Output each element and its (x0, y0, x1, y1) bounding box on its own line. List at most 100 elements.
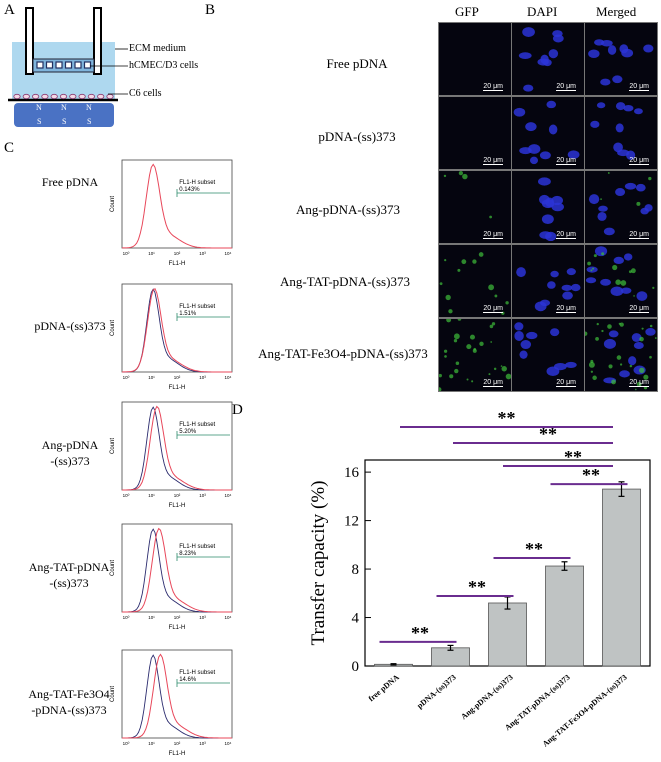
histogram-ylabel: Count (110, 196, 116, 212)
nucleus (551, 202, 564, 212)
gate-percent: 0.143% (179, 187, 200, 193)
gfp-signal (444, 259, 447, 262)
scale-bar: 20 μm (629, 305, 649, 313)
nucleus (541, 214, 554, 224)
gfp-signal (639, 367, 645, 374)
confocal-image: 20 μm (584, 170, 658, 244)
nucleus (615, 188, 626, 197)
histogram-tick-label: 10⁴ (225, 251, 232, 256)
gate-percent: 5.20% (179, 429, 197, 435)
gfp-signal (439, 373, 442, 378)
nucleus (600, 39, 613, 47)
gfp-signal (612, 264, 618, 271)
gate-percent: 14.6% (179, 677, 197, 683)
column-header-gfp: GFP (455, 4, 479, 19)
nucleus (590, 120, 600, 128)
gfp-signal (590, 370, 594, 373)
gfp-signal (592, 375, 597, 381)
histogram-tick-label: 10⁴ (225, 615, 232, 620)
gate-subset-label: FL1-H subset (179, 670, 215, 676)
nucleus (550, 328, 560, 337)
significance-stars: ** (564, 447, 582, 467)
c6-cell (50, 93, 58, 100)
sample-curve (122, 527, 232, 613)
c6-cell (78, 93, 86, 100)
confocal-image: 20 μm (584, 318, 658, 392)
gfp-signal (494, 294, 498, 298)
gfp-signal (592, 267, 595, 270)
nucleus (586, 266, 598, 273)
histogram-frame (121, 159, 233, 249)
x-tick-label: pDNA-(ss)373 (415, 673, 458, 711)
histogram-tick-label: 10⁰ (123, 615, 130, 620)
gfp-signal (633, 295, 635, 297)
gfp-signal (600, 198, 602, 200)
flow-row-label-4: Ang-TAT-pDNA -(ss)373 (28, 560, 110, 590)
gfp-signal (500, 365, 503, 367)
gfp-signal (462, 173, 468, 180)
confocal-image: 20 μm (438, 96, 512, 170)
nucleus (600, 278, 611, 286)
gfp-signal (648, 176, 652, 181)
transfer-capacity-chart: 0 4 8 12 16 Transfer capacity (%) free pDNA pDN… (308, 408, 651, 749)
histogram-tick-label: 10³ (199, 493, 206, 498)
gfp-signal (488, 373, 491, 376)
hcmec-cell (55, 61, 63, 69)
column-header-merged: Merged (596, 4, 637, 19)
histogram-tick-label: 10¹ (148, 251, 155, 256)
confocal-row-label-3: Ang-pDNA-(ss)373 (296, 202, 400, 217)
gfp-signal (634, 388, 637, 391)
histogram-tick-label: 10² (174, 251, 181, 256)
scale-bar: 20 μm (629, 379, 649, 387)
sample-curve (121, 287, 232, 373)
gfp-signal (652, 286, 655, 290)
gfp-signal (491, 322, 496, 326)
gfp-signal (449, 374, 454, 379)
magnet-n-1: N (36, 103, 42, 112)
flow-row-label-2: pDNA-(ss)373 (34, 319, 106, 333)
significance-stars: ** (411, 623, 429, 643)
gfp-signal (490, 341, 493, 343)
flow-row-label-1: Free pDNA (41, 175, 99, 189)
histogram-xlabel: FL1-H (169, 385, 186, 391)
scale-bar: 20 μm (483, 231, 503, 239)
nucleus (519, 350, 528, 359)
gfp-signal (472, 348, 477, 353)
confocal-image: 20 μm (511, 244, 585, 318)
confocal-image: 20 μm (438, 170, 512, 244)
y-axis-label: Transfer capacity (%) (308, 481, 329, 646)
nucleus (608, 330, 619, 338)
gfp-signal (593, 254, 597, 258)
gfp-signal (457, 319, 462, 321)
histogram-tick-label: 10⁰ (123, 375, 130, 380)
histogram-xlabel: FL1-H (169, 261, 186, 267)
nucleus (546, 100, 557, 109)
c6-cells (13, 93, 114, 100)
gfp-signal (636, 381, 642, 387)
nucleus (514, 322, 524, 331)
magnet-s-2: S (62, 117, 67, 126)
gfp-signal (620, 280, 627, 286)
histogram-tick-label: 10⁰ (123, 493, 130, 498)
gfp-signal (639, 336, 644, 342)
magnet-s-1: S (37, 117, 42, 126)
nucleus (585, 277, 597, 284)
histogram-ylabel: Count (110, 560, 116, 576)
gfp-signal (489, 215, 493, 219)
confocal-image: 20 μm (438, 22, 512, 96)
scale-bar: 20 μm (556, 83, 576, 91)
nucleus (547, 281, 556, 289)
histogram-tick-label: 10⁰ (123, 251, 130, 256)
confocal-row-label-2: pDNA-(ss)373 (318, 129, 396, 144)
histogram-frame (121, 283, 233, 373)
significance-stars: ** (468, 577, 486, 597)
confocal-row-label-5: Ang-TAT-Fe3O4-pDNA-(ss)373 (258, 346, 428, 361)
scale-bar: 20 μm (483, 83, 503, 91)
gfp-signal (461, 259, 467, 265)
gfp-signal (453, 339, 458, 343)
gfp-signal (618, 322, 621, 325)
significance-stars: ** (525, 539, 543, 559)
